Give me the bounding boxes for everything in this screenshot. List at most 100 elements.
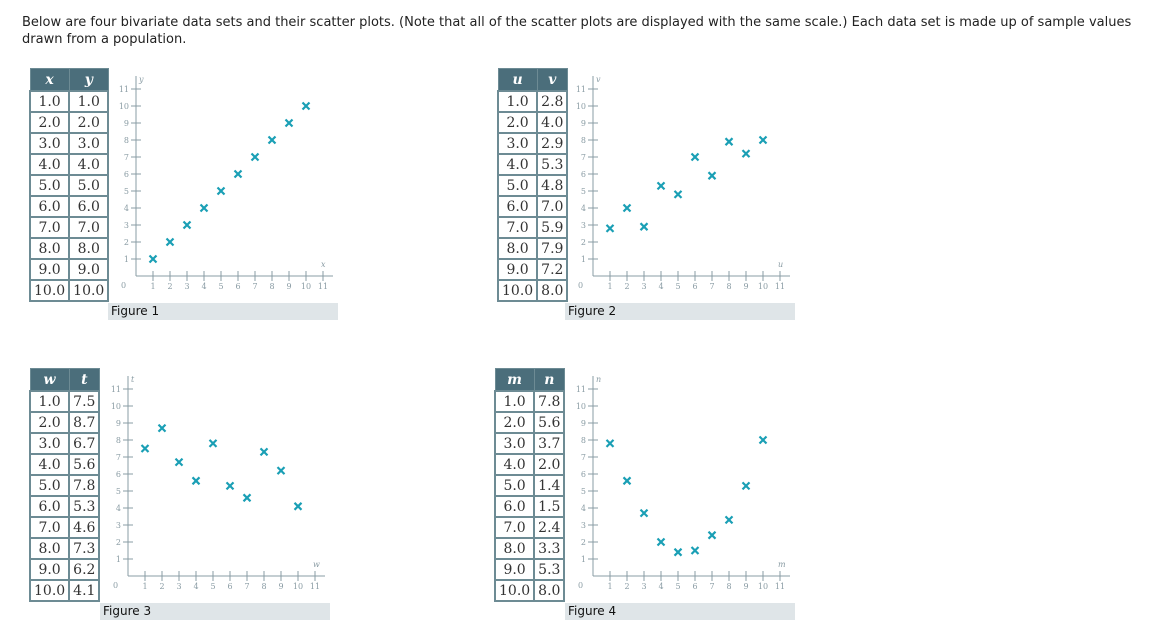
table-cell: 3.7 <box>533 432 566 455</box>
x-tick-label: 5 <box>675 282 680 291</box>
table-cell: 3.0 <box>68 132 110 155</box>
table-cell: 6.0 <box>28 495 71 518</box>
table-row: 10.0 10.0 <box>28 279 110 302</box>
data-point-marker <box>656 181 666 191</box>
table-cell: 2.0 <box>533 453 566 476</box>
table-cell: 8.0 <box>68 237 110 260</box>
table-cell: 5.6 <box>68 453 101 476</box>
table-cell: 6.0 <box>28 195 71 218</box>
table-cell: 1.0 <box>28 90 71 113</box>
table-row: 10.0 8.0 <box>493 579 566 602</box>
y-tick-label: 2 <box>116 538 121 547</box>
y-tick-label: 10 <box>111 402 121 411</box>
y-tick-label: 10 <box>119 102 129 111</box>
y-tick-label: 9 <box>581 419 586 428</box>
y-tick-label: 10 <box>576 102 586 111</box>
column-header: w <box>29 368 70 392</box>
y-tick-label: 11 <box>119 85 129 94</box>
x-tick-label: 3 <box>641 582 646 591</box>
y-tick-label: 3 <box>124 221 129 230</box>
y-tick-label: 9 <box>581 119 586 128</box>
table-cell: 2.0 <box>68 111 110 134</box>
x-tick-label: 9 <box>278 582 283 591</box>
data-point-marker <box>267 135 277 145</box>
table-row: 8.0 3.3 <box>493 537 566 560</box>
figure-caption: Figure 2 <box>565 303 795 320</box>
table-row: 6.0 5.3 <box>28 495 101 518</box>
data-point-marker <box>148 254 158 264</box>
table-row: 5.0 1.4 <box>493 474 566 497</box>
y-tick-label: 7 <box>124 153 129 162</box>
figure-caption: Figure 4 <box>565 603 795 620</box>
table-cell: 9.0 <box>493 558 536 581</box>
table-cell: 5.0 <box>28 474 71 497</box>
y-tick-label: 6 <box>116 470 121 479</box>
table-row: 10.0 8.0 <box>496 279 569 302</box>
table-cell: 2.0 <box>496 111 539 134</box>
table-cell: 8.7 <box>68 411 101 434</box>
table-cell: 5.3 <box>68 495 101 518</box>
table-row: 3.0 2.9 <box>496 132 569 155</box>
column-header: t <box>68 368 100 392</box>
table-cell: 8.0 <box>533 579 566 602</box>
y-tick-label: 5 <box>124 187 129 196</box>
y-tick-label: 4 <box>116 504 121 513</box>
y-tick-label: 4 <box>581 504 586 513</box>
table-row: 6.0 6.0 <box>28 195 110 218</box>
table-row: 8.0 7.3 <box>28 537 101 560</box>
y-tick-label: 6 <box>124 170 129 179</box>
table-row: 3.0 3.7 <box>493 432 566 455</box>
x-tick-label: 8 <box>269 282 274 291</box>
table-row: 1.0 7.5 <box>28 390 101 413</box>
table-cell: 4.0 <box>496 153 539 176</box>
table-cell: 10.0 <box>496 279 539 302</box>
table-row: 2.0 4.0 <box>496 111 569 134</box>
x-tick-label: 7 <box>244 582 249 591</box>
column-header: y <box>68 68 109 92</box>
x-tick-label: 9 <box>286 282 291 291</box>
data-point-marker <box>276 466 286 475</box>
table-cell: 4.8 <box>536 174 569 197</box>
y-tick-label: 3 <box>581 221 586 230</box>
table-cell: 6.0 <box>68 195 110 218</box>
table-cell: 5.3 <box>536 153 569 176</box>
y-tick-label: 4 <box>124 204 129 213</box>
origin-label: 0 <box>113 581 118 590</box>
x-tick-label: 4 <box>193 582 198 591</box>
table-cell: 7.9 <box>536 237 569 260</box>
x-tick-label: 8 <box>261 582 266 591</box>
table-cell: 6.2 <box>68 558 101 581</box>
y-axis-label: v <box>596 75 601 84</box>
table-cell: 4.0 <box>28 153 71 176</box>
data-point-marker <box>191 476 201 486</box>
table-row: 4.0 4.0 <box>28 153 110 176</box>
y-tick-label: 11 <box>576 385 586 394</box>
x-axis-label: w <box>313 560 320 569</box>
table-cell: 9.0 <box>68 258 110 281</box>
data-point-marker <box>741 481 751 491</box>
table-cell: 2.8 <box>536 90 569 113</box>
y-tick-label: 3 <box>116 521 121 530</box>
y-tick-label: 7 <box>581 453 586 462</box>
table-cell: 7.8 <box>68 474 101 497</box>
x-tick-label: 6 <box>227 582 232 591</box>
data-table: m n 1.0 7.8 2.0 5.6 3.0 3.7 4.0 2.0 5.0 1.4 6.0 1.5 7.… <box>493 368 566 602</box>
table-row: 9.0 7.2 <box>496 258 569 281</box>
table-cell: 10.0 <box>28 579 71 602</box>
data-point-marker <box>690 152 700 162</box>
data-point-marker <box>605 224 615 233</box>
table-cell: 4.0 <box>68 153 110 176</box>
origin-label: 0 <box>578 581 583 590</box>
data-point-marker <box>182 220 192 230</box>
y-tick-label: 8 <box>581 136 586 145</box>
data-point-marker <box>758 435 768 445</box>
y-tick-label: 11 <box>111 385 121 394</box>
table-cell: 10.0 <box>493 579 536 602</box>
y-tick-label: 1 <box>116 555 121 564</box>
column-header: v <box>536 68 568 92</box>
table-cell: 7.0 <box>28 216 71 239</box>
table-row: 9.0 6.2 <box>28 558 101 581</box>
table-row: 9.0 5.3 <box>493 558 566 581</box>
table-cell: 5.0 <box>496 174 539 197</box>
data-point-marker <box>208 439 218 448</box>
